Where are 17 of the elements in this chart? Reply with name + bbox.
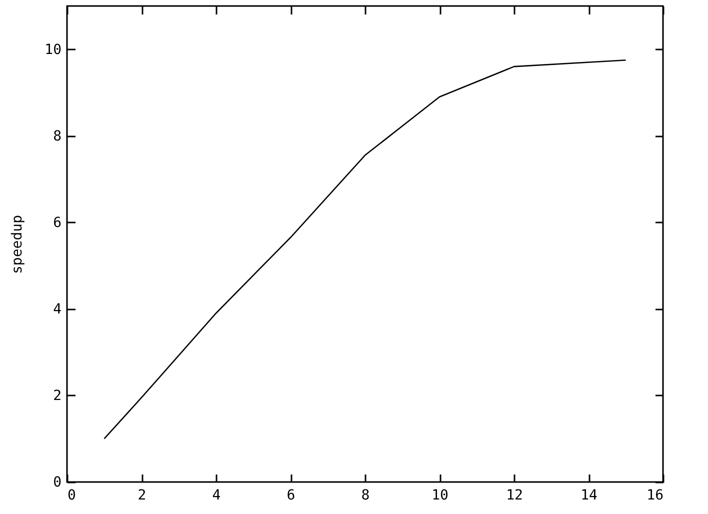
- x-tick-label: 16: [646, 488, 664, 504]
- y-tick-label: 10: [44, 42, 62, 58]
- y-tick-label: 6: [53, 214, 62, 231]
- y-tick-label: 8: [53, 128, 62, 144]
- x-tick-label: 6: [286, 488, 296, 504]
- x-tick-label: 0: [68, 488, 76, 504]
- line-series: [104, 59, 626, 440]
- y-tick-label: 0: [53, 474, 62, 490]
- x-tick-label: 4: [212, 488, 221, 504]
- y-axis-title: speedup: [10, 214, 26, 274]
- x-tick-label: 8: [361, 488, 370, 504]
- x-tick-label: 14: [580, 488, 598, 504]
- x-tick-label: 2: [138, 488, 146, 504]
- y-tick-label: 2: [53, 388, 62, 404]
- y-tick-label: 4: [53, 301, 62, 318]
- x-tick-label: 10: [432, 488, 448, 504]
- x-tick-label: 12: [506, 488, 523, 504]
